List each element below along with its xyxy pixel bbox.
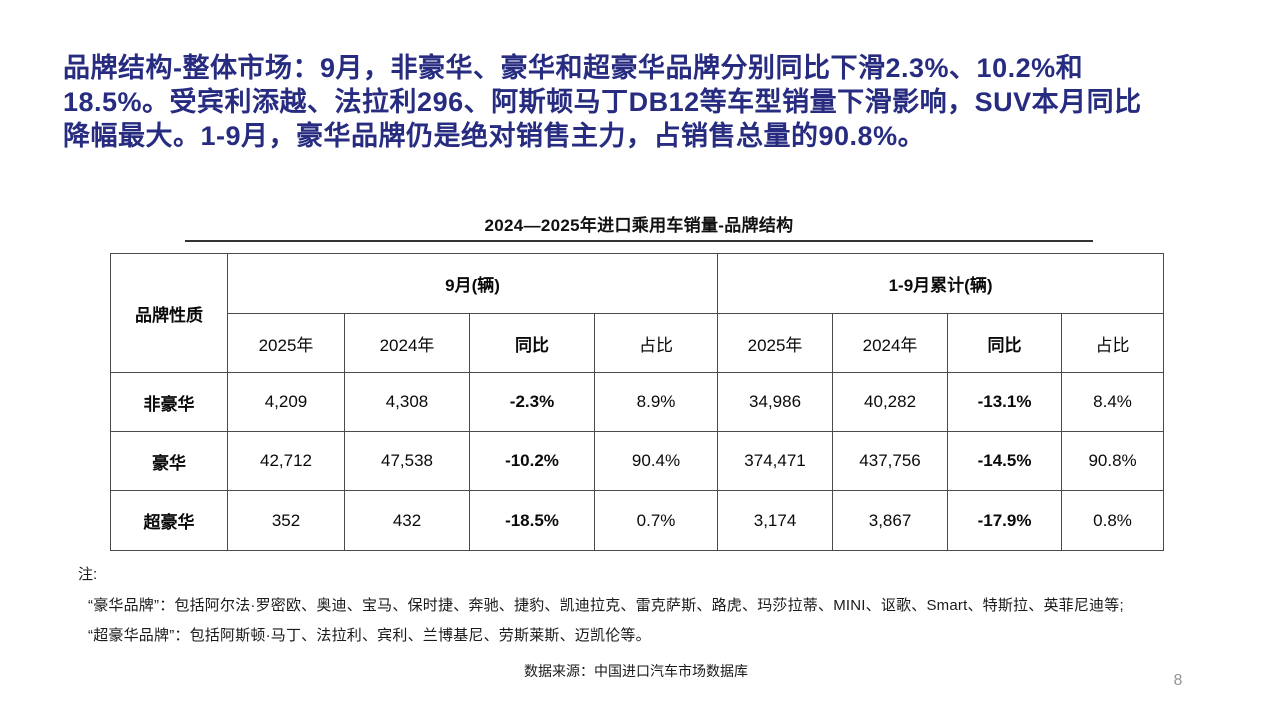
cell: 8.4% xyxy=(1061,372,1165,432)
header-sub-2025-cum: 2025年 xyxy=(717,313,834,373)
cell: -18.5% xyxy=(469,490,595,551)
header-sub-2024-cum: 2024年 xyxy=(832,313,949,373)
notes-label: 注: xyxy=(78,566,98,583)
slide-headline: 品牌结构-整体市场：9月，非豪华、豪华和超豪华品牌分别同比下滑2.3%、10.2… xyxy=(63,51,1233,153)
cell: 90.8% xyxy=(1061,431,1165,491)
header-sub-2025-sep: 2025年 xyxy=(227,313,345,373)
page-number: 8 xyxy=(1173,672,1183,689)
table-row-non-luxury: 非豪华 4,209 4,308 -2.3% 8.9% 34,986 40,282… xyxy=(110,372,1165,432)
sales-table: 品牌性质 9月(辆) 1-9月累计(辆) 2025年 2024年 同比 占比 2… xyxy=(110,253,1165,551)
header-sub-share-sep: 占比 xyxy=(593,313,719,373)
cell: -17.9% xyxy=(947,490,1063,551)
cell: -2.3% xyxy=(469,372,595,432)
row-label: 超豪华 xyxy=(110,490,228,551)
header-sub-yoy-cum: 同比 xyxy=(947,313,1063,373)
note-ultra-luxury-brands: “超豪华品牌”：包括阿斯顿·马丁、法拉利、宾利、兰博基尼、劳斯莱斯、迈凯伦等。 xyxy=(88,627,651,644)
cell: 47,538 xyxy=(344,431,470,491)
cell: 437,756 xyxy=(832,431,949,491)
headline-line-1: 品牌结构-整体市场：9月，非豪华、豪华和超豪华品牌分别同比下滑2.3%、10.2… xyxy=(63,53,1084,83)
header-brand-type: 品牌性质 xyxy=(110,253,228,373)
cell: 4,209 xyxy=(227,372,345,432)
header-group-cumulative: 1-9月累计(辆) xyxy=(717,253,1165,314)
row-label: 豪华 xyxy=(110,431,228,491)
data-source: 数据来源：中国进口汽车市场数据库 xyxy=(524,663,748,679)
cell: 0.8% xyxy=(1061,490,1165,551)
cell: -14.5% xyxy=(947,431,1063,491)
header-sub-share-cum: 占比 xyxy=(1061,313,1165,373)
header-sub-2024-sep: 2024年 xyxy=(344,313,470,373)
header-sub-yoy-sep: 同比 xyxy=(469,313,595,373)
headline-line-3: 降幅最大。1-9月，豪华品牌仍是绝对销售主力，占销售总量的90.8%。 xyxy=(63,121,926,151)
cell: 0.7% xyxy=(593,490,719,551)
table-header-sub-row: 2025年 2024年 同比 占比 2025年 2024年 同比 占比 xyxy=(111,313,1165,373)
cell: 8.9% xyxy=(593,372,719,432)
cell: -13.1% xyxy=(947,372,1063,432)
note-luxury-brands: “豪华品牌”：包括阿尔法·罗密欧、奥迪、宝马、保时捷、奔驰、捷豹、凯迪拉克、雷克… xyxy=(88,597,1124,614)
table-row-ultra-luxury: 超豪华 352 432 -18.5% 0.7% 3,174 3,867 -17.… xyxy=(110,490,1165,551)
table-title-rule xyxy=(185,240,1093,242)
headline-line-2: 18.5%。受宾利添越、法拉利296、阿斯顿马丁DB12等车型销量下滑影响，SU… xyxy=(63,87,1142,117)
cell: 352 xyxy=(227,490,345,551)
cell: 3,867 xyxy=(832,490,949,551)
cell: 4,308 xyxy=(344,372,470,432)
cell: 34,986 xyxy=(717,372,834,432)
cell: 40,282 xyxy=(832,372,949,432)
cell: -10.2% xyxy=(469,431,595,491)
table-row-luxury: 豪华 42,712 47,538 -10.2% 90.4% 374,471 43… xyxy=(110,431,1165,491)
cell: 90.4% xyxy=(593,431,719,491)
header-group-september: 9月(辆) xyxy=(226,253,719,314)
table-title: 2024—2025年进口乘用车销量-品牌结构 xyxy=(484,216,794,235)
row-label: 非豪华 xyxy=(110,372,228,432)
cell: 3,174 xyxy=(717,490,834,551)
cell: 42,712 xyxy=(227,431,345,491)
cell: 374,471 xyxy=(717,431,834,491)
cell: 432 xyxy=(344,490,470,551)
table-header-group-row: 品牌性质 9月(辆) 1-9月累计(辆) xyxy=(110,253,1165,373)
